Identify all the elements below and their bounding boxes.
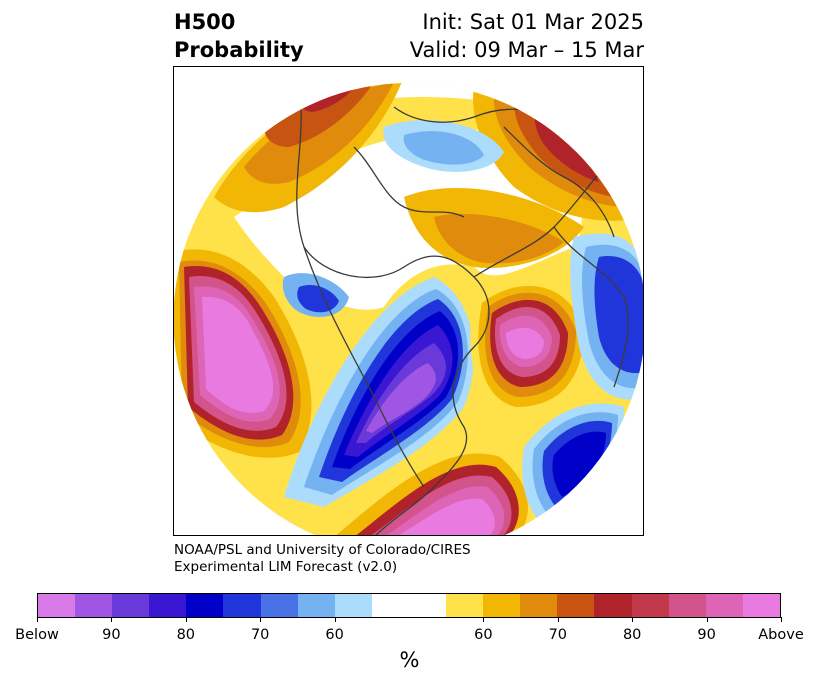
colorbar-segment: [371, 594, 447, 617]
coastlines: [293, 83, 629, 535]
anomaly-band: [297, 284, 339, 313]
colorbar-segment: [75, 594, 113, 617]
anomaly-band: [434, 213, 564, 264]
credit-line-2: Experimental LIM Forecast (v2.0): [174, 559, 398, 575]
colorbar-tick-mark: [185, 617, 187, 622]
colorbar-segment: [112, 594, 150, 617]
anomaly-band: [594, 256, 643, 374]
colorbar-segment: [223, 594, 261, 617]
colorbar-segment: [594, 594, 632, 617]
colorbar-segment: [483, 594, 521, 617]
chart-title-right: Init: Sat 01 Mar 2025 Valid: 09 Mar – 15…: [410, 8, 644, 64]
colorbar-tick-mark: [781, 617, 782, 622]
chart-title-left: H500 Probability: [174, 8, 304, 64]
colorbar-tick-label: 80: [622, 627, 642, 643]
anomaly-band: [552, 431, 606, 497]
colorbar-tick-label: 90: [697, 627, 716, 643]
colorbar-segment: [631, 594, 669, 617]
colorbar-segment: [742, 594, 780, 617]
colorbar-unit-label: %: [399, 648, 420, 672]
colorbar-segment: [260, 594, 298, 617]
colorbar-tick-mark: [483, 617, 485, 622]
anomaly-band: [403, 131, 484, 165]
colorbar-tick-mark: [557, 617, 559, 622]
colorbar-tick-label: 60: [474, 627, 493, 643]
variable-label: H500: [174, 10, 236, 34]
colorbar-tick-mark: [632, 617, 634, 622]
colorbar-segment: [668, 594, 706, 617]
colorbar-tick-mark: [706, 617, 708, 622]
colorbar-tick-label: 60: [325, 627, 344, 643]
neutral-region: [294, 83, 614, 127]
anomaly-band: [264, 83, 374, 147]
colorbar-segment: [186, 594, 224, 617]
anomaly-band: [202, 296, 274, 413]
colorbar-tick-mark: [260, 617, 262, 622]
polar-map-svg: [174, 83, 643, 535]
polar-map: [173, 66, 644, 536]
colorbar-segment: [446, 594, 484, 617]
colorbar-tick-label: 80: [176, 627, 196, 643]
anomaly-band: [506, 327, 544, 359]
colorbar-segment: [334, 594, 372, 617]
init-date-label: Init: Sat 01 Mar 2025: [422, 10, 644, 34]
product-label: Probability: [174, 38, 304, 62]
colorbar-segment: [149, 594, 187, 617]
colorbar-segment: [557, 594, 595, 617]
valid-range-label: Valid: 09 Mar – 15 Mar: [409, 38, 644, 62]
colorbar-tick-mark: [111, 617, 113, 622]
colorbar: [37, 593, 781, 618]
credit-line-1: NOAA/PSL and University of Colorado/CIRE…: [174, 542, 471, 558]
credit-text: NOAA/PSL and University of Colorado/CIRE…: [174, 542, 471, 576]
anomaly-band: [396, 498, 495, 535]
colorbar-segment: [38, 594, 76, 617]
colorbar-tick-label: 70: [250, 627, 270, 643]
colorbar-segment: [705, 594, 743, 617]
colorbar-tick-label: Above: [758, 627, 804, 643]
colorbar-tick-label: Below: [15, 627, 59, 643]
colorbar-tick-label: 70: [548, 627, 568, 643]
colorbar-segment: [297, 594, 335, 617]
colorbar-segment: [520, 594, 558, 617]
colorbar-tick-mark: [37, 617, 38, 622]
colorbar-tick-label: 90: [102, 627, 121, 643]
colorbar-tick-mark: [334, 617, 336, 622]
